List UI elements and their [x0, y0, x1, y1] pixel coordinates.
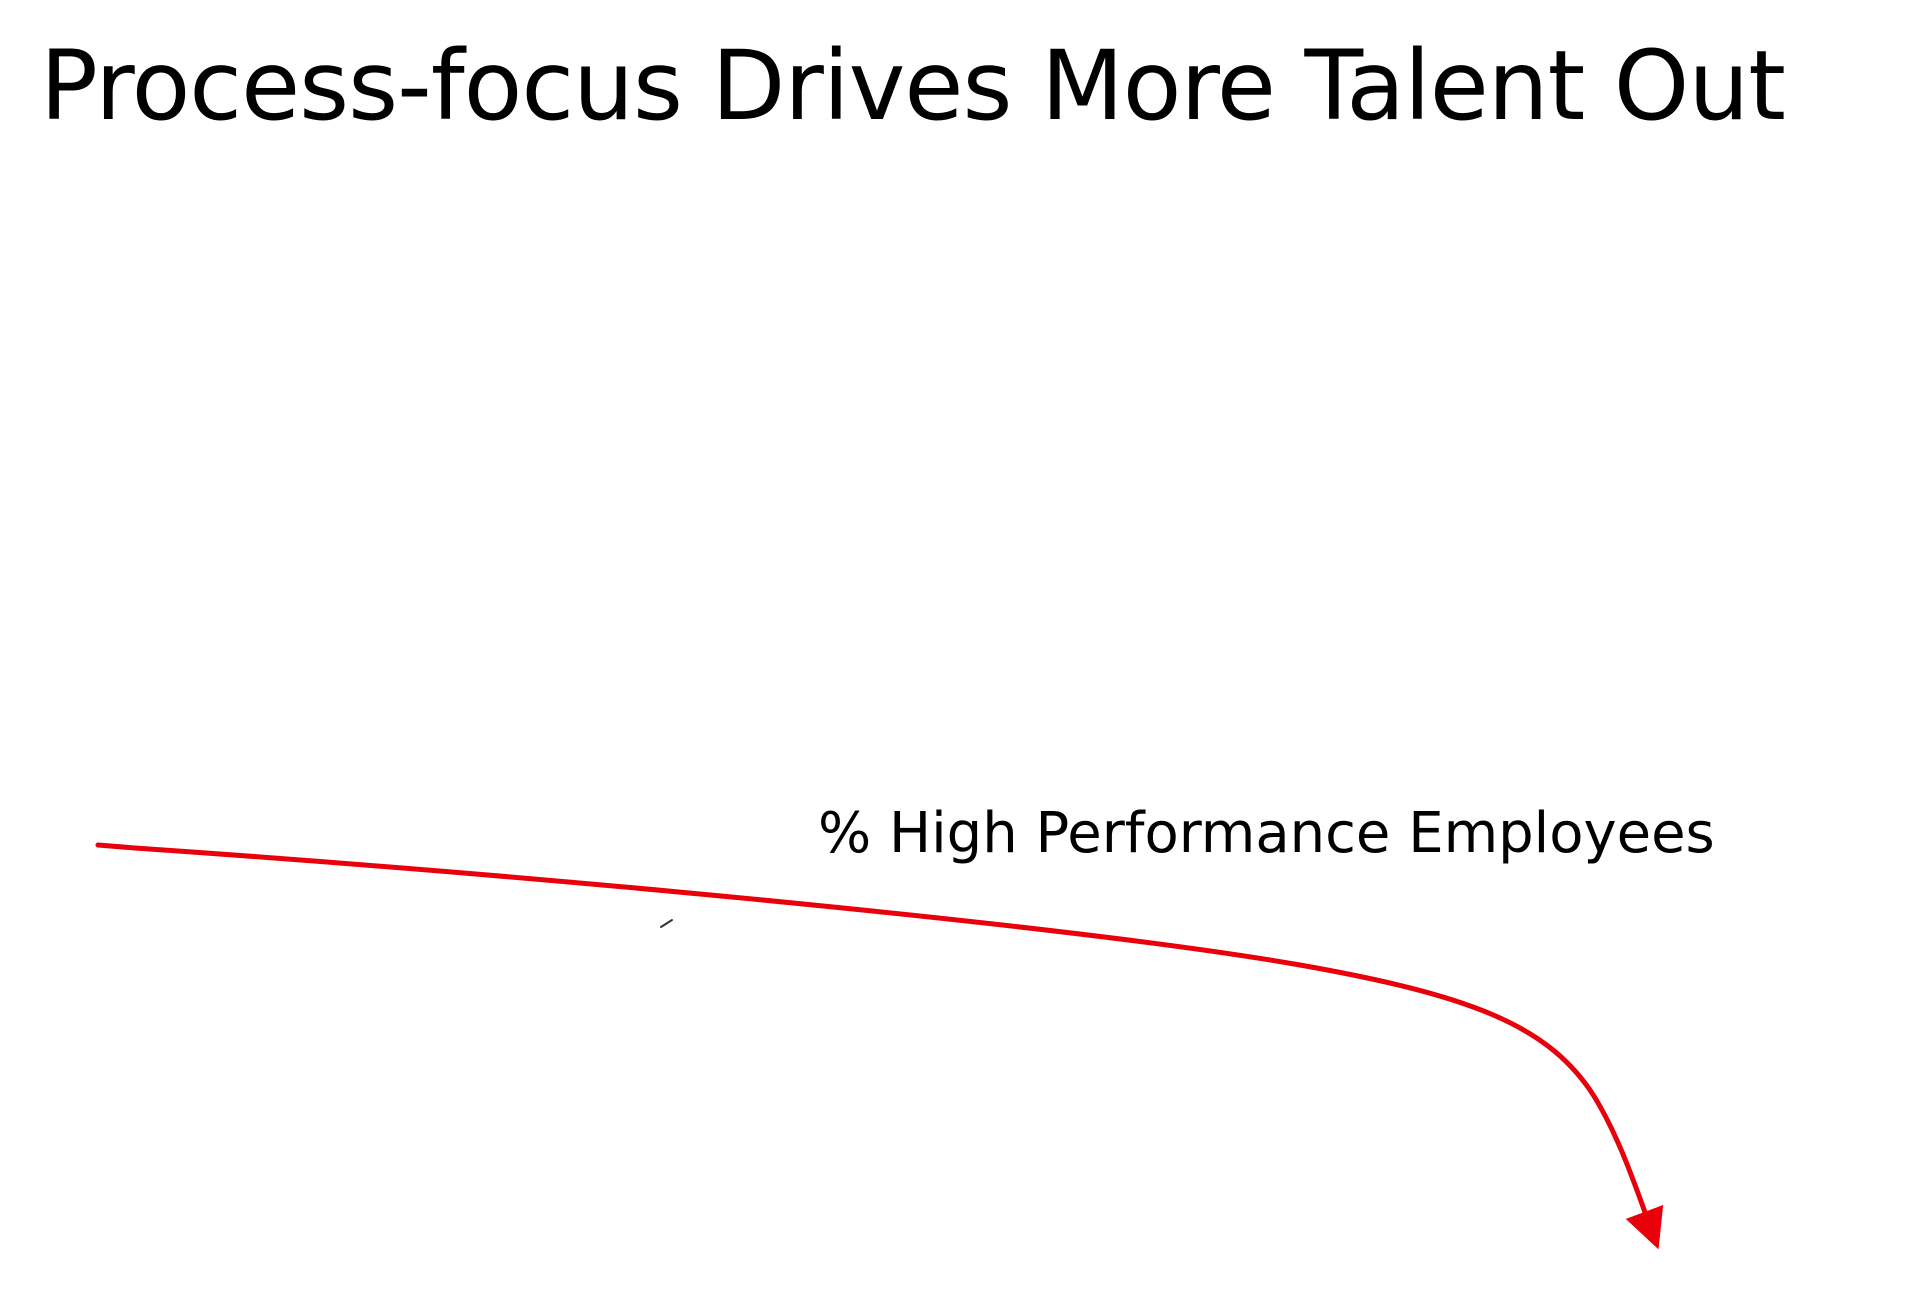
slide-title: Process-focus Drives More Talent Out — [40, 30, 1786, 142]
stray-mark — [660, 919, 673, 928]
declining-curve — [95, 842, 1664, 1250]
curve-label: % High Performance Employees — [818, 801, 1715, 866]
